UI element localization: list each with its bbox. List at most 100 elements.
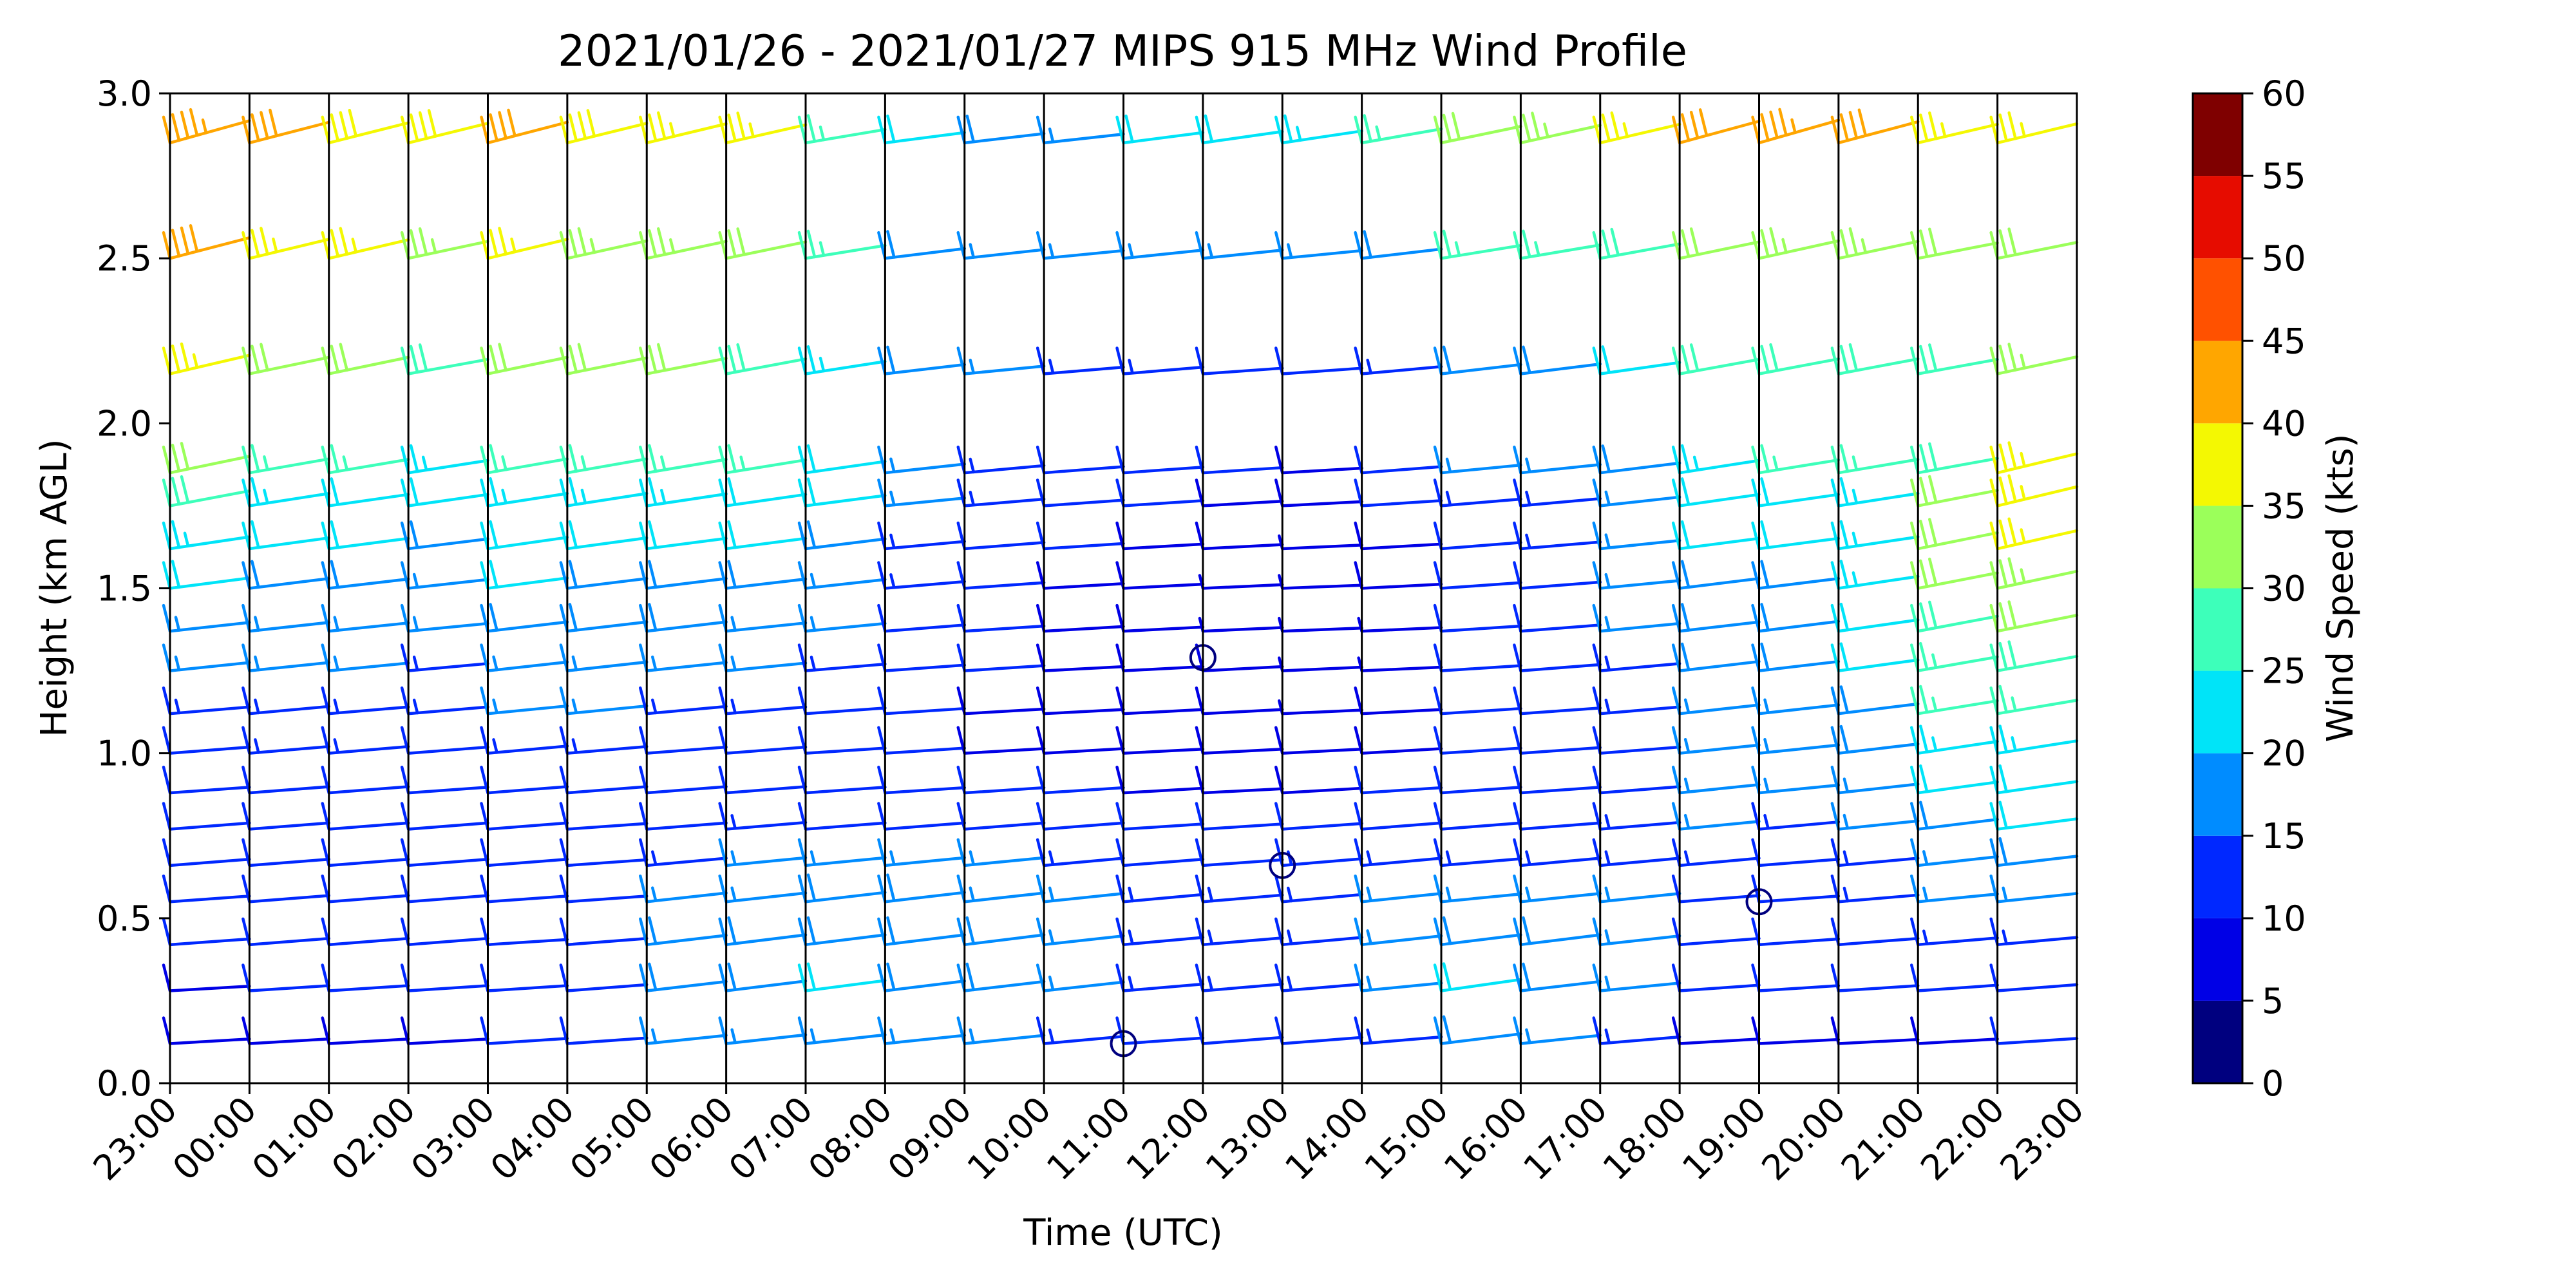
wind-barb <box>162 520 251 551</box>
colorbar-tick-label: 50 <box>2262 238 2306 279</box>
wind-barb-shaft <box>963 541 1046 551</box>
wind-barb-shaft <box>406 745 489 755</box>
wind-barb-flag <box>1592 1016 1602 1045</box>
wind-barb <box>718 765 808 795</box>
wind-barb-flag <box>321 802 330 831</box>
wind-barb <box>1513 838 1602 867</box>
wind-barb <box>559 963 649 992</box>
wind-barb <box>956 686 1046 715</box>
wind-barb-shaft <box>1201 708 1284 715</box>
wind-barb <box>559 643 649 672</box>
wind-barb-flag <box>806 229 817 259</box>
wind-barb-shaft <box>406 858 489 867</box>
wind-barb-flag <box>727 345 737 374</box>
wind-barb <box>877 916 966 947</box>
wind-barb-half-flag <box>1931 653 1938 669</box>
wind-barb-half-flag <box>510 237 516 254</box>
wind-barb-half-flag <box>1604 573 1611 589</box>
wind-barb-flag <box>1592 115 1602 145</box>
wind-barb-flag <box>1830 346 1841 375</box>
wind-barb <box>242 1016 330 1045</box>
wind-barb-flag <box>1433 765 1443 795</box>
wind-barb-shaft <box>884 131 966 145</box>
wind-barb-shaft <box>1757 577 1841 590</box>
wind-barb-half-flag <box>2020 451 2026 468</box>
wind-barb-flag <box>1354 231 1363 260</box>
wind-barb-flag <box>886 114 896 144</box>
wind-barb <box>1830 917 1920 947</box>
wind-barb <box>162 802 251 831</box>
wind-barb-flag <box>877 231 887 260</box>
wind-barb <box>559 560 649 590</box>
wind-barb-flag <box>1522 916 1531 945</box>
wind-barb-shaft <box>724 458 808 475</box>
colorbar-tick-label: 40 <box>2262 403 2306 444</box>
wind-barb <box>1036 874 1125 904</box>
wind-barb-shaft <box>486 821 569 831</box>
wind-barb <box>1989 800 2079 831</box>
wind-barb-flag <box>242 643 251 672</box>
wind-barb-flag <box>1354 115 1363 145</box>
wind-barb <box>1354 802 1443 831</box>
wind-barb-half-flag <box>1366 886 1372 903</box>
wind-barb-flag <box>1115 917 1125 947</box>
wind-barb-flag <box>886 916 896 945</box>
wind-barb-shaft <box>1201 466 1284 475</box>
wind-barb-flag <box>886 962 896 992</box>
wind-barb-shaft <box>1360 626 1443 633</box>
wind-barb-flag <box>330 113 339 142</box>
wind-barb-shaft <box>168 236 251 260</box>
wind-barb-shaft <box>1837 458 1920 475</box>
wind-barb-flag <box>1354 478 1363 507</box>
wind-barb-half-flag <box>183 531 190 548</box>
wind-barb-shaft <box>1519 706 1602 715</box>
wind-barb-flag <box>1910 874 1920 904</box>
wind-barb-shaft <box>1757 783 1841 795</box>
y-tick-label: 0.0 <box>97 1063 152 1104</box>
wind-barb-flag <box>1769 343 1779 372</box>
wind-barb <box>162 963 251 992</box>
wind-barb-flag <box>1274 445 1284 475</box>
wind-barb-shaft <box>1519 821 1602 831</box>
wind-barb-shaft <box>248 894 330 904</box>
wind-barb-flag <box>1998 764 2008 793</box>
wind-barb-flag <box>657 343 667 372</box>
wind-barb-shaft <box>168 535 251 551</box>
wind-barb-flag <box>1671 478 1681 507</box>
wind-barb-flag <box>559 838 569 867</box>
wind-barb-flag <box>1195 765 1205 795</box>
wind-barb-shaft <box>724 705 808 715</box>
wind-barb-half-flag <box>819 241 826 257</box>
wind-barb <box>480 477 569 507</box>
wind-barb-flag <box>1998 519 2008 549</box>
wind-barb-shaft <box>884 663 966 672</box>
wind-barb-shaft <box>248 621 330 633</box>
wind-barb-flag <box>648 916 658 945</box>
wind-barb-flag <box>489 444 498 473</box>
wind-barb-flag <box>2007 343 2017 372</box>
wind-barb-flag <box>2007 517 2017 546</box>
wind-barb-shaft <box>486 744 569 755</box>
wind-barb-flag <box>965 962 975 992</box>
wind-barb-flag <box>1760 444 1770 473</box>
wind-barb-flag <box>657 111 667 140</box>
wind-barb-half-flag <box>2020 485 2026 501</box>
wind-barb <box>877 838 966 867</box>
wind-barb <box>321 560 410 590</box>
wind-barb-flag <box>498 227 507 256</box>
wind-barb-shaft <box>1598 934 1681 947</box>
wind-barb <box>639 916 728 947</box>
wind-barb-half-flag <box>1931 736 1938 752</box>
wind-barb-shaft <box>1917 614 1999 633</box>
wind-barb-flag <box>242 561 251 590</box>
wind-barb-shaft <box>1519 892 1602 904</box>
wind-barb <box>1989 874 2079 904</box>
wind-barb-flag <box>1513 838 1522 867</box>
wind-barb-flag <box>1354 726 1363 755</box>
wind-barb <box>718 111 808 145</box>
wind-barb-flag <box>321 1016 330 1045</box>
wind-barb-shaft <box>1360 857 1443 867</box>
wind-barb-shaft <box>1122 708 1205 715</box>
wind-barb <box>1115 917 1205 947</box>
wind-barb <box>321 765 410 795</box>
